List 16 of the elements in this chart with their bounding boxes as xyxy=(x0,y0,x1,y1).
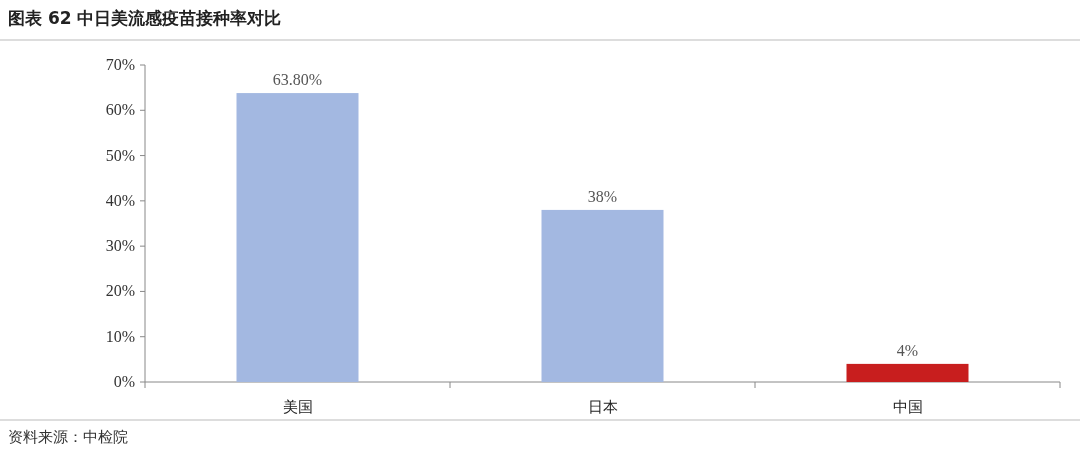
x-tick-label: 美国 xyxy=(282,398,313,416)
y-tick-label: 40% xyxy=(105,191,135,209)
chart-title: 图表 62 中日美流感疫苗接种率对比 xyxy=(8,8,282,28)
x-tick-label: 日本 xyxy=(587,398,618,416)
data-label: 38% xyxy=(587,187,618,205)
data-label: 63.80% xyxy=(272,71,323,89)
x-tick-label: 中国 xyxy=(892,398,923,416)
y-tick-label: 30% xyxy=(105,237,135,255)
text: 资料来源：中检院 xyxy=(8,428,128,446)
y-tick-label: 70% xyxy=(105,56,135,73)
y-tick-label: 50% xyxy=(105,146,135,164)
y-tick-label: 60% xyxy=(105,101,135,119)
y-tick-label: 20% xyxy=(105,282,135,300)
y-tick-label: 0% xyxy=(113,373,135,390)
data-label: 4% xyxy=(896,341,919,359)
y-tick-label: 10% xyxy=(105,327,135,345)
